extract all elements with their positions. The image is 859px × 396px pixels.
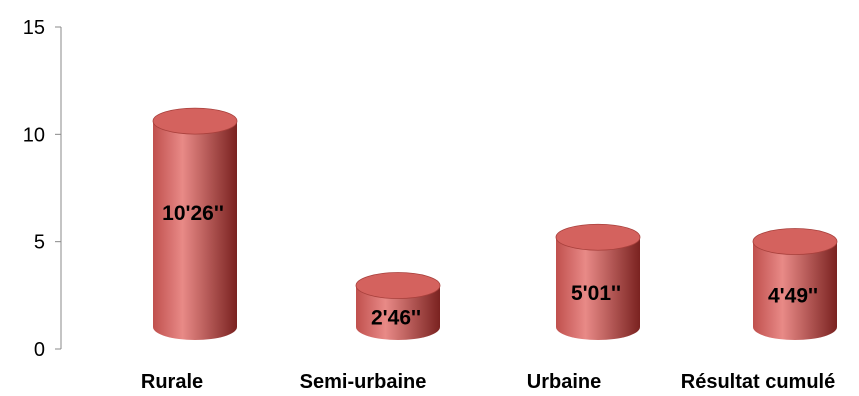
data-label: 2'46''	[371, 306, 421, 329]
y-tick-label: 0	[34, 339, 45, 361]
data-label: 10'26''	[162, 202, 224, 225]
data-label: 5'01''	[571, 282, 621, 305]
y-axis: 0 5 10 15	[23, 17, 62, 361]
x-tick-label: Urbaine	[527, 371, 601, 391]
bar: 4'49''	[752, 228, 838, 340]
bar-top	[752, 228, 838, 255]
bar: 5'01''	[555, 223, 641, 340]
y-tick-label: 15	[23, 17, 45, 39]
bar: 10'26''	[152, 107, 238, 340]
x-axis-labels: Rurale Semi-urbaine Urbaine Résultat cumulé	[141, 371, 835, 393]
y-tick-label: 10	[23, 124, 45, 146]
x-tick-label: Semi-urbaine	[300, 371, 427, 391]
bar-body	[753, 241, 837, 340]
bar-top	[152, 107, 238, 135]
bar: 2'46''	[355, 272, 441, 340]
y-tick-label: 5	[34, 232, 45, 254]
bars: 10'26'' 2'46'' 5'01'' 4'49''	[152, 107, 838, 340]
bar-body	[556, 237, 640, 340]
x-tick-label: Rurale	[141, 371, 203, 391]
bar-body	[356, 285, 440, 340]
bar-body	[153, 121, 237, 340]
x-tick-label: Résultat cumulé	[681, 371, 835, 391]
bar-top	[355, 272, 441, 299]
bar-top	[555, 223, 641, 251]
data-label: 4'49''	[768, 284, 818, 307]
